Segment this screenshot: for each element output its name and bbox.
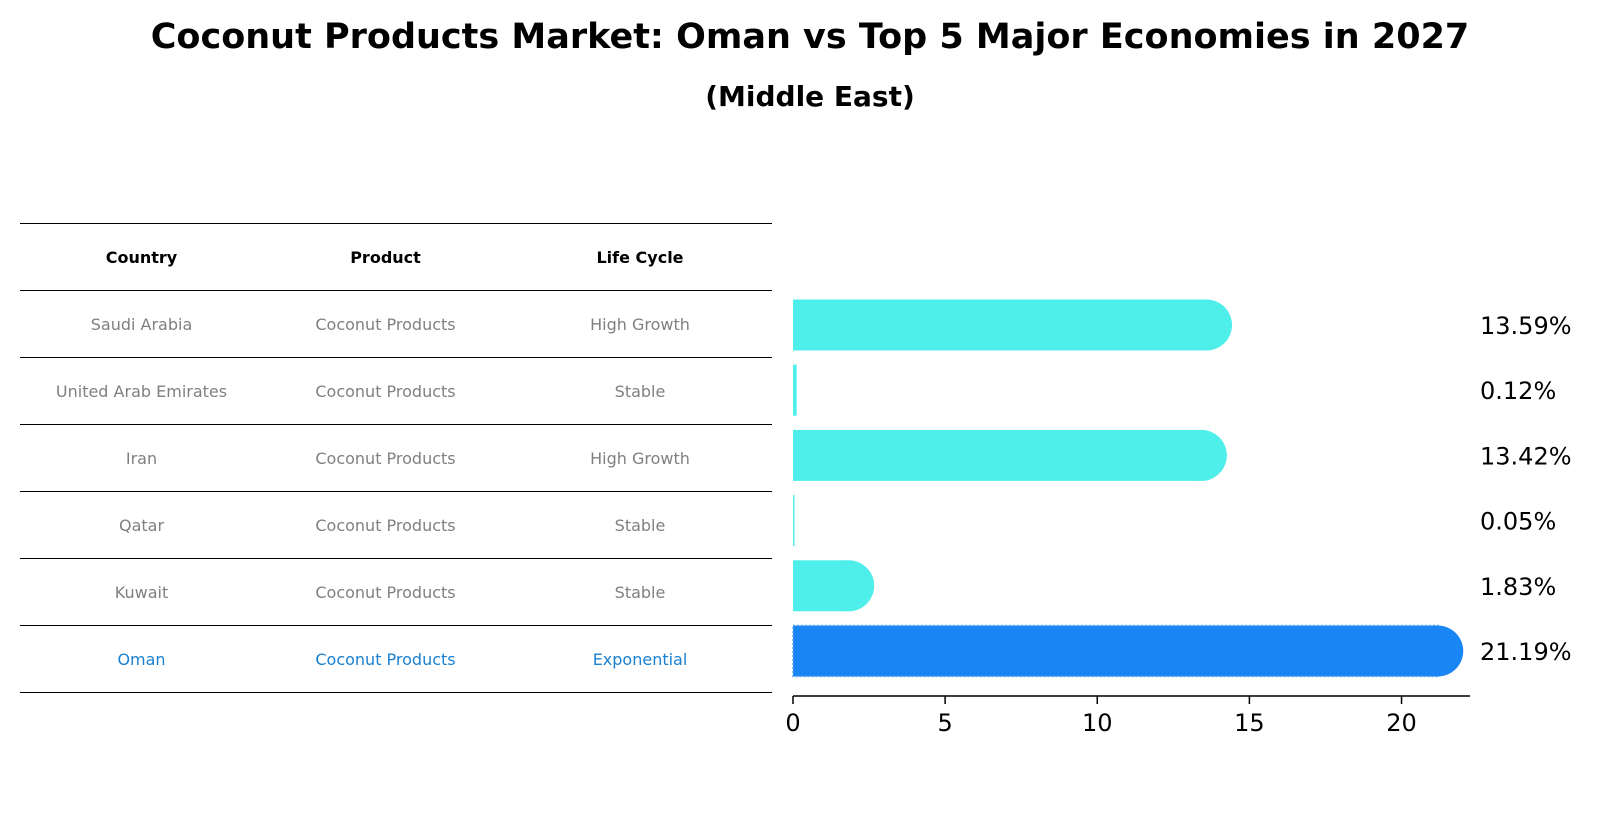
table-row: United Arab Emirates Coconut Products St… [20, 357, 772, 425]
header-country: Country [20, 223, 263, 291]
cell-life-cycle: Exponential [508, 625, 772, 693]
cell-product: Coconut Products [263, 424, 508, 492]
bar-cap [823, 560, 875, 612]
x-tick-label: 0 [785, 709, 800, 737]
bar-value-label: 0.05% [1480, 508, 1556, 536]
x-tick-label: 15 [1234, 709, 1265, 737]
chart-title: Coconut Products Market: Oman vs Top 5 M… [150, 17, 1470, 57]
cell-life-cycle: High Growth [508, 424, 772, 492]
bar-cap [1175, 429, 1227, 481]
bar-value-label: 1.83% [1480, 573, 1556, 601]
bar-value-label: 13.59% [1480, 312, 1572, 340]
bar [793, 429, 1202, 481]
bar [793, 299, 1207, 351]
bar-cap [1412, 625, 1464, 677]
chart-subtitle: (Middle East) [705, 80, 915, 113]
bar [793, 495, 795, 547]
x-tick-label: 5 [937, 709, 952, 737]
cell-life-cycle: Stable [508, 558, 772, 626]
cell-product: Coconut Products [263, 625, 508, 693]
bar [792, 624, 1439, 678]
cell-product: Coconut Products [263, 357, 508, 425]
cell-life-cycle: Stable [508, 357, 772, 425]
cell-country: Qatar [20, 491, 263, 559]
x-tick-label: 20 [1386, 709, 1417, 737]
bar-cap [1181, 299, 1233, 351]
cell-country: United Arab Emirates [20, 357, 263, 425]
cell-product: Coconut Products [263, 290, 508, 358]
bar [793, 364, 797, 416]
table-row: Saudi Arabia Coconut Products High Growt… [20, 290, 772, 358]
table-row: Qatar Coconut Products Stable [20, 491, 772, 559]
table-header-row: Country Product Life Cycle [20, 223, 772, 291]
cell-life-cycle: High Growth [508, 290, 772, 358]
cell-product: Coconut Products [263, 558, 508, 626]
table-row-highlight: Oman Coconut Products Exponential [20, 625, 772, 693]
country-table: Country Product Life Cycle Saudi Arabia … [20, 223, 772, 693]
x-tick-label: 10 [1082, 709, 1113, 737]
bar-value-label: 21.19% [1480, 638, 1572, 666]
cell-country: Saudi Arabia [20, 290, 263, 358]
cell-country: Oman [20, 625, 263, 693]
table-row: Kuwait Coconut Products Stable [20, 558, 772, 626]
bar-value-label: 0.12% [1480, 377, 1556, 405]
table-row: Iran Coconut Products High Growth [20, 424, 772, 492]
cell-product: Coconut Products [263, 491, 508, 559]
header-life-cycle: Life Cycle [508, 223, 772, 291]
header-product: Product [263, 223, 508, 291]
bar-value-label: 13.42% [1480, 442, 1572, 470]
cell-country: Kuwait [20, 558, 263, 626]
cell-country: Iran [20, 424, 263, 492]
cell-life-cycle: Stable [508, 491, 772, 559]
